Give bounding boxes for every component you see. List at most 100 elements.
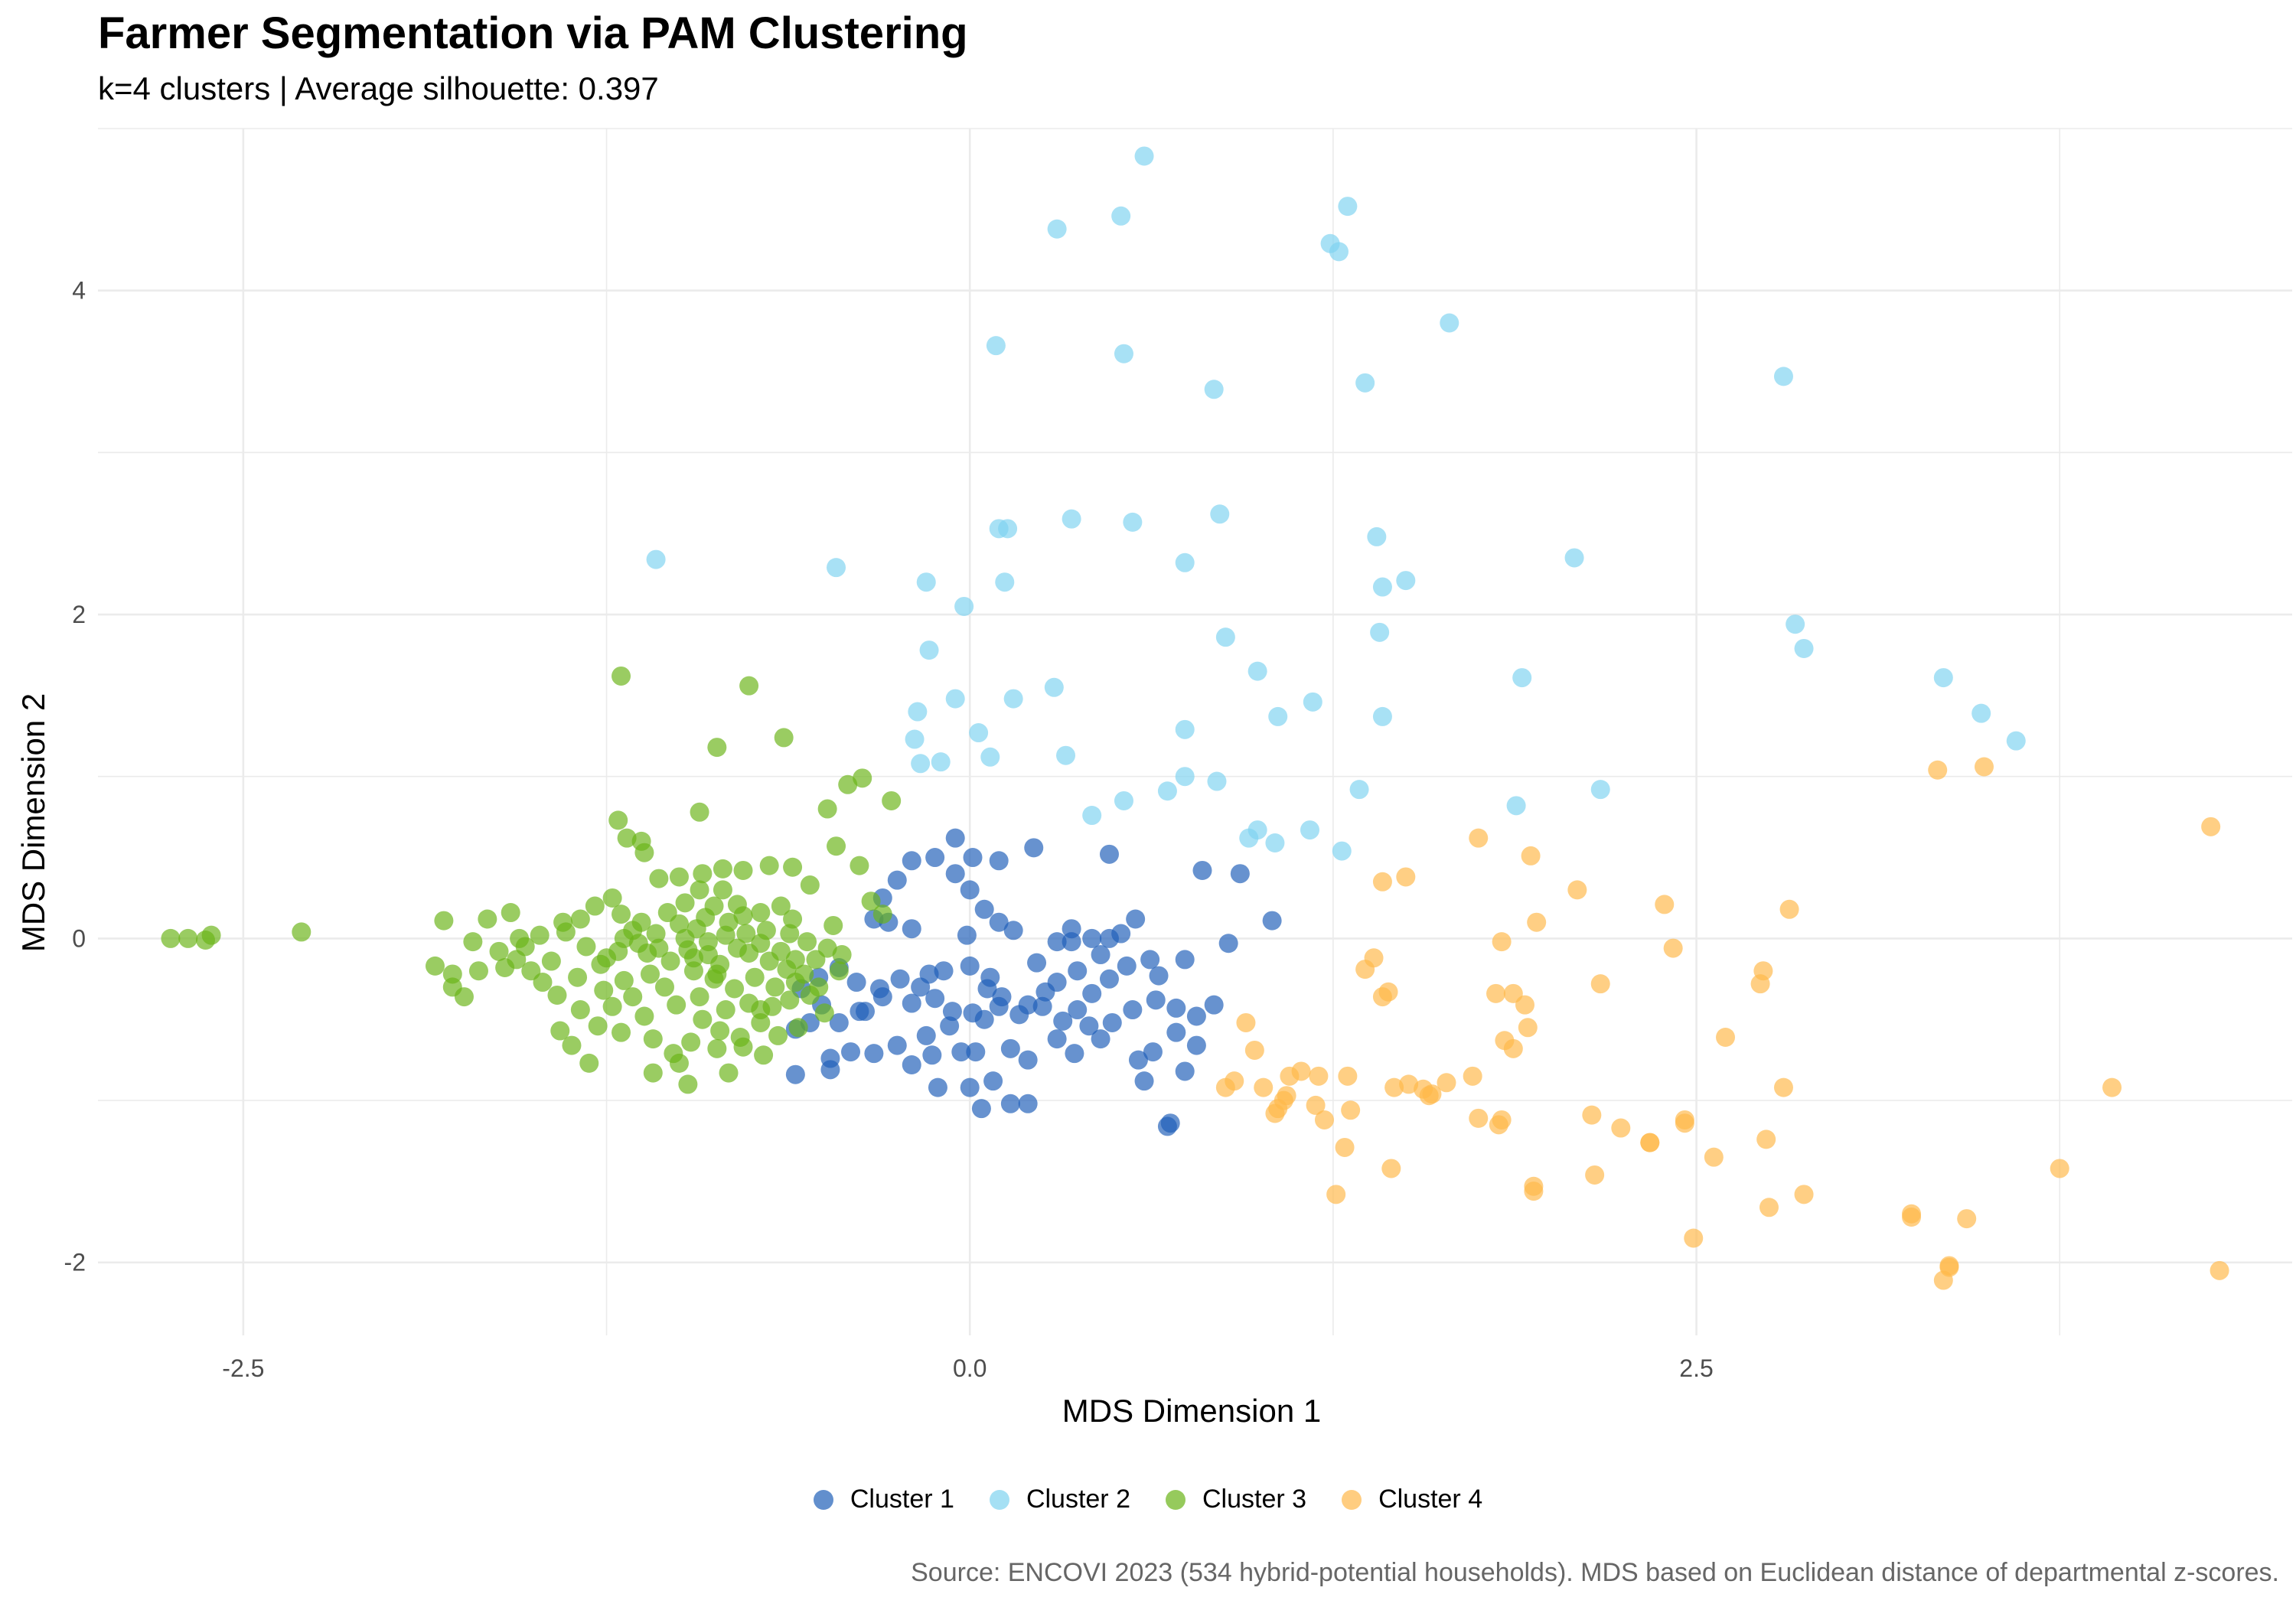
data-point: [1957, 1209, 1977, 1229]
data-point: [478, 909, 497, 929]
data-point: [754, 1045, 774, 1065]
data-point: [2102, 1077, 2122, 1097]
data-point: [719, 1063, 739, 1083]
data-point: [780, 990, 800, 1010]
data-point: [646, 924, 666, 944]
data-point: [1933, 1270, 1953, 1290]
data-point: [963, 1003, 983, 1023]
data-point: [707, 964, 727, 984]
data-point: [1218, 934, 1238, 953]
data-point: [425, 956, 445, 976]
data-point: [1192, 860, 1212, 880]
data-point: [902, 851, 921, 871]
data-point: [1134, 146, 1154, 166]
data-point: [1117, 956, 1137, 976]
data-point: [547, 985, 567, 1005]
data-point: [1527, 912, 1547, 932]
data-point: [646, 549, 666, 569]
data-point: [814, 1003, 834, 1023]
data-point: [838, 774, 858, 794]
data-point: [785, 950, 805, 970]
data-point: [1773, 367, 1793, 386]
data-point: [960, 880, 980, 900]
data-point: [1372, 872, 1392, 892]
data-point: [945, 828, 965, 848]
data-point: [1506, 796, 1526, 816]
data-point: [1512, 668, 1532, 688]
data-point: [733, 906, 753, 926]
data-point: [468, 961, 488, 981]
data-point: [829, 961, 849, 981]
data-point: [780, 924, 800, 944]
data-point: [809, 977, 829, 997]
data-point: [1332, 841, 1352, 861]
data-point: [1079, 1016, 1099, 1036]
data-point: [2201, 817, 2221, 836]
series-cluster-1: [785, 828, 1282, 1136]
data-point: [1939, 1256, 1959, 1276]
data-point: [1611, 1118, 1631, 1138]
grid-lines: [98, 128, 2292, 1335]
data-point: [597, 948, 617, 968]
data-point: [1047, 1029, 1067, 1049]
data-point: [1102, 1012, 1122, 1032]
data-point: [1262, 911, 1282, 931]
data-point: [1367, 526, 1387, 546]
data-point: [1114, 790, 1133, 810]
legend-item-cluster-4: Cluster 4: [1342, 1485, 1482, 1514]
data-point: [942, 1002, 962, 1022]
x-tick-label: 0.0: [953, 1354, 987, 1382]
data-point: [1489, 1115, 1508, 1135]
data-point: [704, 896, 724, 916]
data-point: [1175, 950, 1195, 970]
data-point: [817, 799, 837, 819]
data-point: [614, 928, 634, 948]
data-point: [1794, 1185, 1814, 1204]
data-point: [823, 915, 843, 935]
data-point: [1068, 961, 1088, 981]
data-points: [161, 146, 2229, 1290]
data-point: [751, 934, 771, 953]
data-point: [800, 875, 820, 895]
data-point: [1750, 974, 1770, 994]
data-point: [463, 932, 483, 952]
y-tick-label: 0: [72, 924, 86, 952]
legend-key: [1166, 1489, 1186, 1510]
data-point: [960, 956, 980, 976]
data-point: [710, 1021, 730, 1041]
legend-key: [989, 1489, 1009, 1510]
data-point: [690, 880, 709, 900]
data-point: [983, 1071, 1003, 1091]
data-point: [1032, 996, 1052, 1016]
data-point: [161, 928, 181, 948]
data-point: [1326, 1185, 1346, 1204]
data-point: [1291, 1061, 1311, 1081]
data-point: [759, 856, 779, 875]
data-point: [602, 996, 622, 1016]
data-point: [1009, 1005, 1029, 1025]
data-point: [1175, 1061, 1195, 1081]
data-point: [971, 1099, 991, 1119]
series-cluster-2: [646, 146, 2026, 861]
data-point: [974, 899, 994, 919]
legend-label: Cluster 1: [850, 1485, 954, 1514]
data-point: [1902, 1207, 1922, 1227]
data-point: [908, 702, 928, 722]
data-point: [602, 888, 622, 908]
data-point: [1974, 757, 1994, 777]
data-point: [521, 961, 541, 981]
data-point: [850, 856, 869, 875]
data-point: [683, 948, 703, 968]
data-point: [1933, 668, 1953, 688]
data-point: [550, 1021, 570, 1041]
data-point: [1314, 1110, 1334, 1129]
data-point: [654, 977, 674, 997]
data-point: [751, 903, 771, 923]
data-point: [707, 1038, 727, 1058]
data-point: [1440, 313, 1459, 333]
data-point: [911, 977, 931, 997]
data-point: [736, 924, 756, 944]
data-point: [1254, 1077, 1274, 1097]
data-point: [765, 977, 785, 997]
data-point: [1166, 1022, 1186, 1042]
